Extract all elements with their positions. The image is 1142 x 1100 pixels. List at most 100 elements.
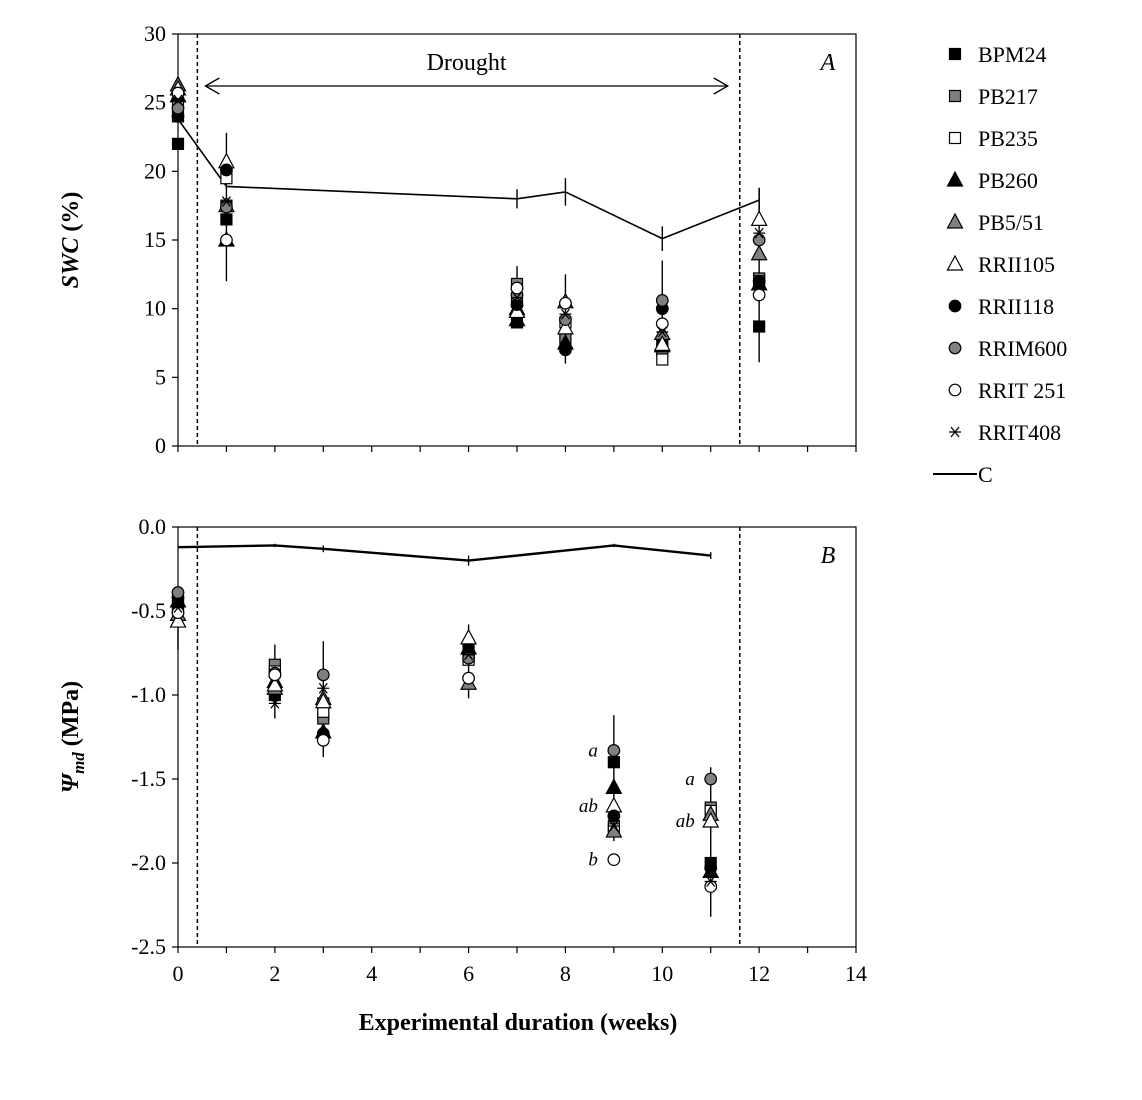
- panel-b-x-tick-label: 4: [366, 961, 377, 986]
- panel-a-y-tick-label: 20: [144, 158, 166, 183]
- panel-b-x-tick-label: 14: [845, 961, 867, 986]
- panel-a-series-pb5-51: [169, 75, 768, 340]
- panel-b-point-rrit408: [317, 682, 330, 694]
- panel-b-point-rrit408: [462, 649, 475, 661]
- panel-b-series-rrim600: [171, 586, 718, 786]
- panel-b-series-pb235: [171, 603, 717, 836]
- panel-b-y-axis-title: Ψmd (MPa): [58, 681, 88, 793]
- panel-a-point-pb235: [656, 353, 669, 366]
- panel-a-point-rrii105: [556, 318, 574, 335]
- drought-arrow-right-head: [713, 77, 730, 95]
- panel-a-point-rrit408: [559, 308, 572, 320]
- panel-b-y-tick-label: -1.5: [131, 766, 166, 791]
- panel-b-point-rrit-251: [607, 853, 621, 867]
- panel-a-y-tick-label: 15: [144, 227, 166, 252]
- panel-a-series-rrim600: [171, 101, 766, 327]
- panel-b-point-rrii105: [266, 675, 284, 692]
- panel-b-point-rrii118: [607, 809, 621, 823]
- panel-b-point-rrim600: [704, 772, 718, 786]
- panel-b-y-axis-subscript: md: [69, 752, 88, 774]
- panel-b-significance-letter: a: [685, 769, 695, 790]
- panel-a-y-tick-label: 30: [144, 21, 166, 46]
- panel-a-y-tick-label: 0: [155, 433, 166, 458]
- panel-b-series-pb260: [169, 591, 720, 879]
- panel-b-point-rrim600: [607, 744, 621, 757]
- legend-label-rrii118: RRII118: [978, 294, 1054, 319]
- panel-b-significance-letter: a: [588, 740, 598, 761]
- panel-a-point-rrii105: [750, 210, 768, 226]
- panel-a-point-pb260: [508, 310, 526, 327]
- x-axis-title: Experimental duration (weeks): [359, 1010, 678, 1036]
- panel-a-point-rrim600: [559, 313, 572, 327]
- panel-b-point-rrit408: [704, 876, 717, 887]
- panel-a-point-rrit-251: [752, 288, 766, 302]
- panel-a-point-rrim600: [655, 294, 669, 307]
- panel-b-y-tick-label: 0.0: [139, 514, 167, 539]
- panel-b-series-rrii118: [171, 591, 718, 875]
- legend-swatch-rrit-251: [948, 383, 962, 397]
- panel-b-y-tick-label: -0.5: [131, 598, 166, 623]
- panel-a-point-rrii118: [220, 163, 233, 177]
- panel-a-series-bpm24: [171, 137, 766, 350]
- panel-b-x-tick-label: 6: [463, 961, 474, 986]
- panel-b-point-rrit408: [607, 820, 620, 832]
- drought-label: Drought: [427, 50, 507, 76]
- panel-b-point-rrit-251: [316, 733, 330, 747]
- drought-arrow-left-head: [204, 77, 220, 95]
- panel-a-letter: A: [819, 50, 836, 76]
- legend-swatch-pb235: [948, 131, 962, 145]
- panel-b-x-tick-label: 8: [560, 961, 571, 986]
- panel-b-series-rrit-251: [171, 606, 718, 893]
- panel-a-y-tick-label: 25: [144, 90, 166, 115]
- legend-label-pb217: PB217: [978, 84, 1038, 109]
- panel-a-series-pb260: [169, 86, 768, 353]
- legend: BPM24 PB217 PB235 PB260 PB5/51 RRII105 RRII118…: [933, 42, 1067, 487]
- panel-b-water-potential-chart: 0.0 -0.5 -1.0 -1.5 -2.0 -2.5 0 2 4 6 8 10 12 14 B Ψmd (…: [58, 514, 867, 986]
- panel-b-point-rrii118: [704, 861, 718, 875]
- panel-b-point-pb260: [605, 778, 623, 795]
- panel-b-y-tick-label: -2.0: [131, 850, 166, 875]
- panel-b-point-rrim600: [316, 668, 330, 682]
- legend-swatch-rrii118: [948, 299, 962, 313]
- panel-a-point-bpm24: [220, 213, 233, 226]
- panel-a-y-axis-variable: SWC: [58, 237, 84, 289]
- panel-b-point-rrit-251: [268, 668, 282, 682]
- panel-a-series-rrit-251: [171, 86, 766, 331]
- panel-a-point-rrit408: [172, 94, 184, 106]
- panel-a-series-rrit408: [172, 94, 766, 338]
- panel-b-x-tick-label: 12: [748, 961, 770, 986]
- panel-b-control-line: [177, 544, 711, 562]
- panel-b-y-tick-label: -1.0: [131, 682, 166, 707]
- panel-a-y-axis-title: SWC (%): [58, 192, 84, 289]
- panel-b-point-rrit-251: [462, 671, 475, 685]
- panel-a-point-rrit-251: [220, 233, 233, 247]
- legend-label-rrii105: RRII105: [978, 252, 1055, 277]
- panel-b-y-axis-variable: Ψ: [58, 772, 84, 793]
- panel-a-series-pb235: [171, 96, 766, 366]
- legend-swatch-rrim600: [948, 341, 962, 355]
- panel-b-y-tick-label: -2.5: [131, 934, 166, 959]
- panel-a-point-rrit-251: [171, 86, 185, 100]
- panel-b-point-rrit408: [268, 697, 281, 709]
- panel-b-y-axis-unit: (MPa): [58, 681, 84, 752]
- panel-b-point-rrim600: [171, 586, 185, 599]
- panel-b-x-tick-label: 0: [173, 961, 184, 986]
- panel-a-point-rrit-251: [559, 296, 572, 310]
- legend-label-rrim600: RRIM600: [978, 336, 1067, 361]
- panel-b-point-rrii105: [314, 692, 332, 709]
- panel-b-point-rrit408: [172, 602, 184, 614]
- panel-a-point-rrii105: [653, 335, 671, 351]
- panel-a-point-bpm24: [171, 137, 185, 150]
- legend-label-pb235: PB235: [978, 126, 1038, 151]
- panel-b-plot-frame: [177, 526, 857, 948]
- panel-a-point-rrii118: [559, 343, 572, 357]
- legend-label-pb260: PB260: [978, 168, 1038, 193]
- panel-b-point-bpm24: [607, 756, 620, 769]
- panel-b-x-tick-label: 2: [269, 961, 280, 986]
- panel-b-point-rrii105: [169, 611, 187, 628]
- legend-swatch-rrii105: [946, 254, 964, 271]
- legend-label-rrit-251: RRIT 251: [978, 378, 1066, 403]
- panel-b-x-tick-label: 10: [651, 961, 673, 986]
- panel-b-series-rrii105: [169, 611, 720, 828]
